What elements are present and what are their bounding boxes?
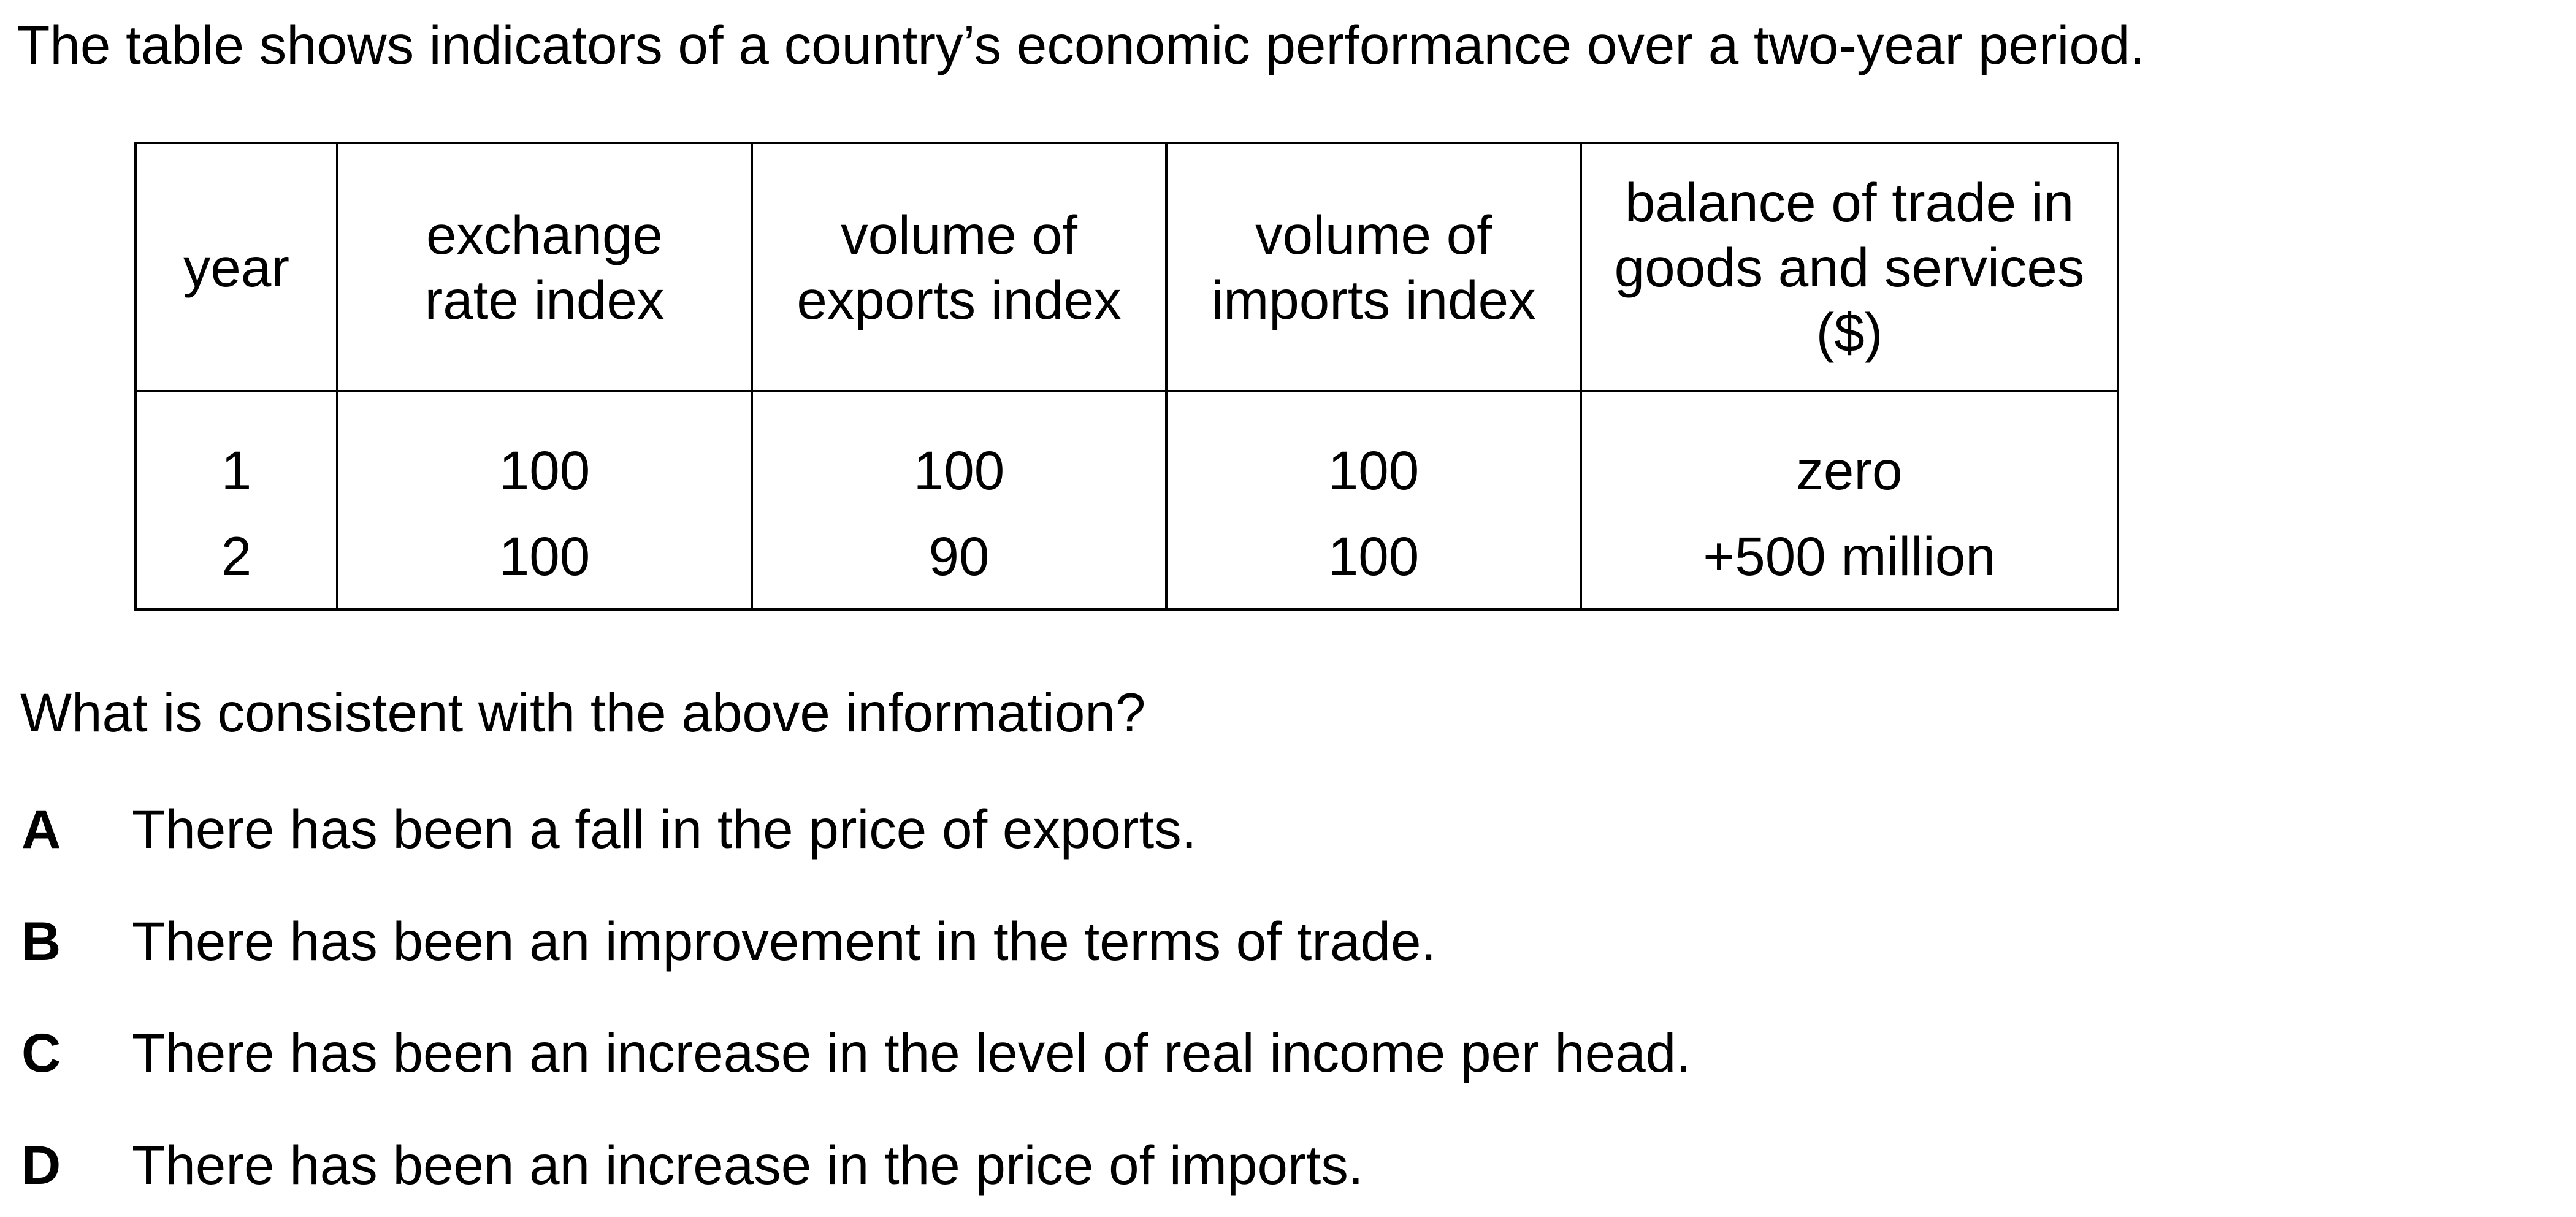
column-header-exports: volume of exports index [751,142,1168,392]
option-text: There has been an increase in the level … [132,1022,1692,1083]
option-letter: C [21,1022,61,1083]
table-cell: 100 [1165,504,1582,611]
option-text: There has been a fall in the price of ex… [132,798,1197,860]
table-cell: 100 [336,504,753,611]
table-cell: 100 [1165,391,1582,504]
question-prompt: What is consistent with the above inform… [20,682,1146,743]
table-row: 1 100 100 100 zero [134,391,2119,504]
column-header-balance-of-trade: balance of trade in goods and services (… [1580,142,2119,392]
table-header-row: year exchange rate index volume of expor… [134,142,2119,392]
option-letter: D [21,1134,61,1196]
table-cell: 2 [134,504,338,611]
option-text: There has been an increase in the price … [132,1134,1364,1196]
table-cell: +500 million [1580,504,2119,611]
table-cell: 100 [336,391,753,504]
option-letter: B [21,910,61,972]
table-cell: 1 [134,391,338,504]
column-header-imports: volume of imports index [1165,142,1582,392]
option-text: There has been an improvement in the ter… [132,910,1437,972]
column-header-year: year [134,142,338,392]
column-header-exchange-rate: exchange rate index [336,142,753,392]
table-cell: zero [1580,391,2119,504]
question-intro: The table shows indicators of a country’… [17,14,2146,75]
option-letter: A [21,798,61,860]
economic-indicators-table: year exchange rate index volume of expor… [134,142,2119,611]
table-cell: 90 [751,504,1168,611]
table-cell: 100 [751,391,1168,504]
table-row: 2 100 90 100 +500 million [134,504,2119,611]
